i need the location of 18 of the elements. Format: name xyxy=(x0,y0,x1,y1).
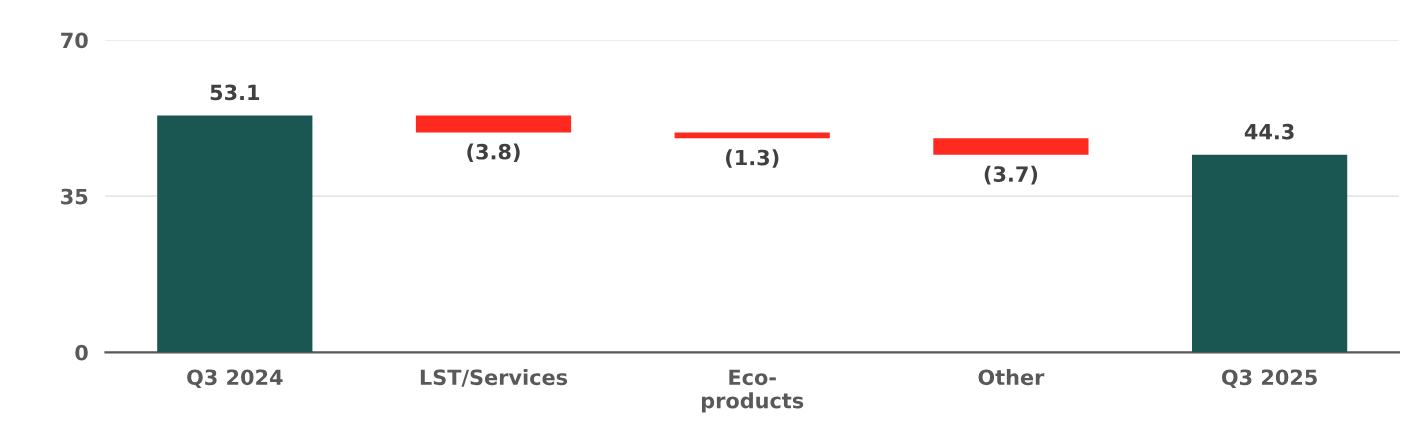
data-label: 53.1 xyxy=(210,84,260,101)
bar xyxy=(1192,154,1348,353)
y-tick-label: 70 xyxy=(61,32,88,49)
x-tick-label: Q3 2025 xyxy=(1221,369,1317,388)
x-tick-label: Q3 2024 xyxy=(187,369,283,388)
data-label: 44.3 xyxy=(1244,123,1294,140)
bar xyxy=(157,115,313,353)
data-label: (3.7) xyxy=(984,165,1038,185)
y-tick-label: 35 xyxy=(61,188,88,205)
x-tick-label: Eco- products xyxy=(701,369,804,413)
data-label: (1.3) xyxy=(726,149,779,168)
x-tick-label: Other xyxy=(978,369,1045,386)
bar xyxy=(933,138,1089,155)
bar xyxy=(415,115,572,133)
y-tick-label: 0 xyxy=(75,344,88,361)
data-label: (3.8) xyxy=(467,143,520,163)
bar xyxy=(674,132,830,139)
x-tick-label: LST/Services xyxy=(420,369,568,387)
